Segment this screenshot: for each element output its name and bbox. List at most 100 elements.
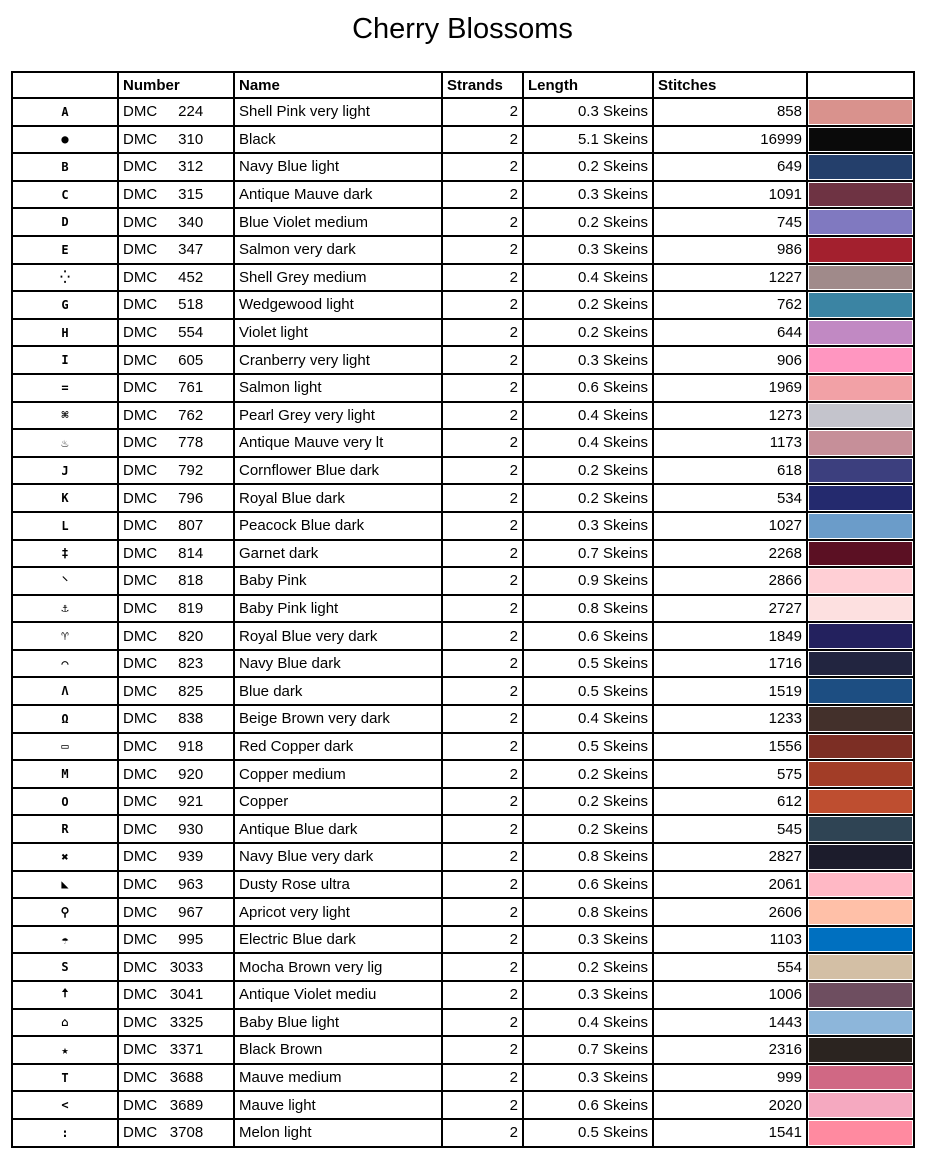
- length-cell: 0.5 Skeins: [522, 648, 654, 679]
- number-cell: DMC 796: [117, 483, 235, 513]
- name-cell: Baby Pink light: [233, 593, 443, 624]
- code: 3371: [169, 1041, 204, 1059]
- strands-cell: 2: [441, 621, 524, 651]
- symbol-cell: ⁛: [11, 262, 119, 293]
- strands-cell: 2: [441, 676, 524, 707]
- symbol-cell: ⌂: [11, 1007, 119, 1038]
- color-swatch-cell: [806, 676, 915, 707]
- color-swatch-cell: [806, 842, 915, 872]
- name-cell: Blue Violet medium: [233, 207, 443, 237]
- strands-cell: 2: [441, 538, 524, 569]
- name-cell: Apricot very light: [233, 897, 443, 927]
- table-row: = DMC 761 Salmon light 2 0.6 Skeins 1969: [11, 372, 915, 403]
- color-swatch-cell: [806, 759, 915, 789]
- code: 838: [178, 710, 204, 728]
- name-cell: Cornflower Blue dark: [233, 455, 443, 486]
- brand: DMC: [123, 379, 158, 397]
- color-swatch: [809, 872, 912, 897]
- brand: DMC: [123, 544, 158, 562]
- strands-cell: 2: [441, 952, 524, 982]
- number-cell: DMC 347: [117, 234, 235, 265]
- number-cell: DMC 792: [117, 455, 235, 486]
- brand: DMC: [123, 958, 158, 976]
- symbol-cell: ‡: [11, 538, 119, 569]
- stitches-cell: 16999: [652, 124, 808, 155]
- name-cell: Pearl Grey very light: [233, 400, 443, 431]
- code: 224: [178, 103, 204, 121]
- stitches-cell: 1173: [652, 428, 808, 458]
- stitches-cell: 2866: [652, 566, 808, 596]
- length-cell: 0.4 Skeins: [522, 262, 654, 293]
- code: 452: [178, 268, 204, 286]
- stitches-cell: 1006: [652, 980, 808, 1010]
- table-row: : DMC 3708 Melon light 2 0.5 Skeins 1541: [11, 1117, 915, 1148]
- length-cell: 0.2 Skeins: [522, 952, 654, 982]
- color-swatch-cell: [806, 786, 915, 817]
- strands-cell: 2: [441, 152, 524, 182]
- color-swatch: [809, 845, 912, 869]
- stitches-cell: 858: [652, 97, 808, 127]
- code: 820: [178, 627, 204, 645]
- stitches-cell: 1027: [652, 510, 808, 541]
- table-row: ★ DMC 3371 Black Brown 2 0.7 Skeins 2316: [11, 1035, 915, 1065]
- table-row: M DMC 920 Copper medium 2 0.2 Skeins 575: [11, 759, 915, 789]
- color-swatch-cell: [806, 1035, 915, 1065]
- number-cell: DMC 807: [117, 510, 235, 541]
- length-cell: 0.2 Skeins: [522, 759, 654, 789]
- stitches-cell: 1091: [652, 179, 808, 210]
- table-row: < DMC 3689 Mauve light 2 0.6 Skeins 2020: [11, 1090, 915, 1120]
- length-cell: 0.3 Skeins: [522, 234, 654, 265]
- number-cell: DMC 814: [117, 538, 235, 569]
- length-cell: 0.3 Skeins: [522, 510, 654, 541]
- code: 778: [178, 434, 204, 452]
- color-swatch: [809, 789, 912, 814]
- stitches-cell: 545: [652, 814, 808, 845]
- number-cell: DMC 3688: [117, 1062, 235, 1093]
- name-cell: Antique Blue dark: [233, 814, 443, 845]
- name-cell: Navy Blue light: [233, 152, 443, 182]
- stitches-cell: 2061: [652, 869, 808, 900]
- name-cell: Garnet dark: [233, 538, 443, 569]
- length-cell: 0.4 Skeins: [522, 400, 654, 431]
- symbol-cell: <: [11, 1090, 119, 1120]
- color-swatch-cell: [806, 538, 915, 569]
- color-swatch: [809, 734, 912, 759]
- color-swatch-cell: [806, 1062, 915, 1093]
- number-cell: DMC 3325: [117, 1007, 235, 1038]
- length-cell: 0.2 Skeins: [522, 207, 654, 237]
- color-swatch-cell: [806, 566, 915, 596]
- number-cell: DMC 312: [117, 152, 235, 182]
- table-row: 🠅 DMC 3041 Antique Violet mediu 2 0.3 Ske…: [11, 980, 915, 1010]
- stitches-cell: 1849: [652, 621, 808, 651]
- name-cell: Peacock Blue dark: [233, 510, 443, 541]
- name-cell: Melon light: [233, 1117, 443, 1148]
- stitches-cell: 1233: [652, 704, 808, 734]
- strands-cell: 2: [441, 566, 524, 596]
- symbol-cell: ⚲: [11, 897, 119, 927]
- brand: DMC: [123, 351, 158, 369]
- stitches-cell: 762: [652, 290, 808, 320]
- number-cell: DMC 3041: [117, 980, 235, 1010]
- code: 796: [178, 489, 204, 507]
- name-cell: Navy Blue dark: [233, 648, 443, 679]
- strands-cell: 2: [441, 179, 524, 210]
- code: 3033: [169, 958, 204, 976]
- code: 3325: [169, 1013, 204, 1031]
- length-cell: 0.6 Skeins: [522, 1090, 654, 1120]
- length-cell: 0.3 Skeins: [522, 97, 654, 127]
- brand: DMC: [123, 820, 158, 838]
- color-swatch-cell: [806, 428, 915, 458]
- name-cell: Shell Pink very light: [233, 97, 443, 127]
- strands-cell: 2: [441, 428, 524, 458]
- number-cell: DMC 605: [117, 345, 235, 375]
- color-swatch: [809, 320, 912, 345]
- length-cell: 0.3 Skeins: [522, 924, 654, 955]
- stitches-cell: 2316: [652, 1035, 808, 1065]
- brand: DMC: [123, 903, 158, 921]
- table-row: R DMC 930 Antique Blue dark 2 0.2 Skeins …: [11, 814, 915, 845]
- code: 921: [178, 793, 204, 811]
- symbol-cell: J: [11, 455, 119, 486]
- name-cell: Mauve medium: [233, 1062, 443, 1093]
- brand: DMC: [123, 682, 158, 700]
- name-cell: Antique Violet mediu: [233, 980, 443, 1010]
